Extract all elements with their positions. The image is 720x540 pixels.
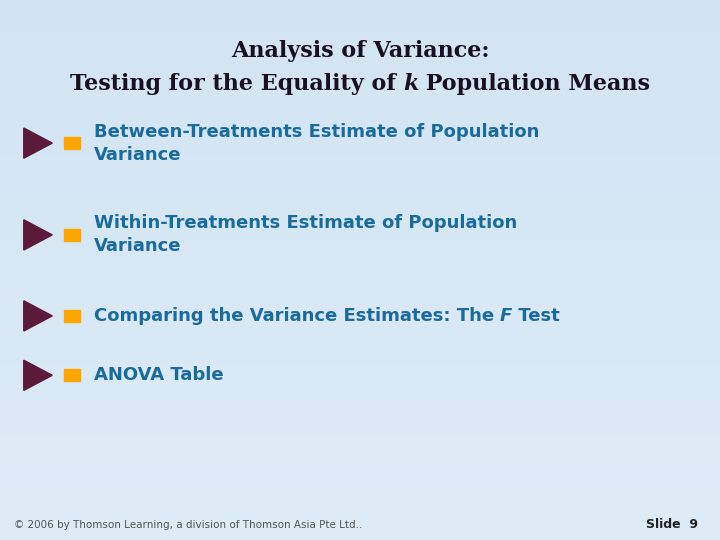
Text: k: k [403,73,418,94]
Bar [64,310,80,322]
Polygon shape [24,128,53,158]
Text: Comparing the Variance Estimates: The: Comparing the Variance Estimates: The [94,307,500,325]
Text: Slide  9: Slide 9 [647,518,698,531]
Polygon shape [24,360,53,390]
Text: Within-Treatments Estimate of Population
Variance: Within-Treatments Estimate of Population… [94,214,517,255]
Text: Testing for the Equality of: Testing for the Equality of [70,73,403,94]
Text: Population Means: Population Means [418,73,650,94]
Text: Test: Test [512,307,560,325]
Polygon shape [24,220,53,250]
Text: Between-Treatments Estimate of Population
Variance: Between-Treatments Estimate of Populatio… [94,123,539,164]
Text: F: F [500,307,512,325]
Polygon shape [24,301,53,331]
Bar [64,229,80,241]
Text: ANOVA Table: ANOVA Table [94,366,223,384]
Bar [64,369,80,381]
Text: Analysis of Variance:: Analysis of Variance: [230,40,490,62]
Bar [64,137,80,149]
Text: © 2006 by Thomson Learning, a division of Thomson Asia Pte Ltd..: © 2006 by Thomson Learning, a division o… [14,520,363,530]
